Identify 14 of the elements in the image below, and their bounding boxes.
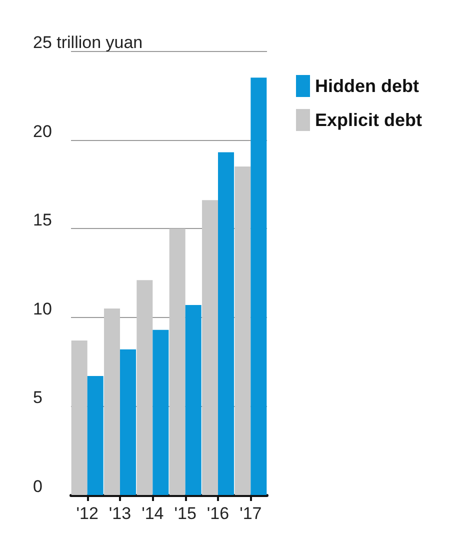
y-tick-label: 15 [33,210,52,230]
x-tick-label: '14 [142,504,164,523]
x-tick-label: '12 [76,504,98,523]
x-tick-label: '16 [206,504,230,523]
legend-label: Hidden debt [315,76,419,96]
y-tick-label: 25 trillion yuan [33,33,143,52]
legend-label: Explicit debt [315,110,422,130]
y-tick-label: 0 [33,477,42,496]
y-tick-label: 20 [33,122,52,141]
x-tick-label: '17 [240,504,262,523]
x-tick-label: '15 [174,504,196,523]
x-tick-label: '13 [108,504,132,523]
y-tick-label: 10 [33,299,52,318]
y-tick-label: 5 [33,388,42,408]
